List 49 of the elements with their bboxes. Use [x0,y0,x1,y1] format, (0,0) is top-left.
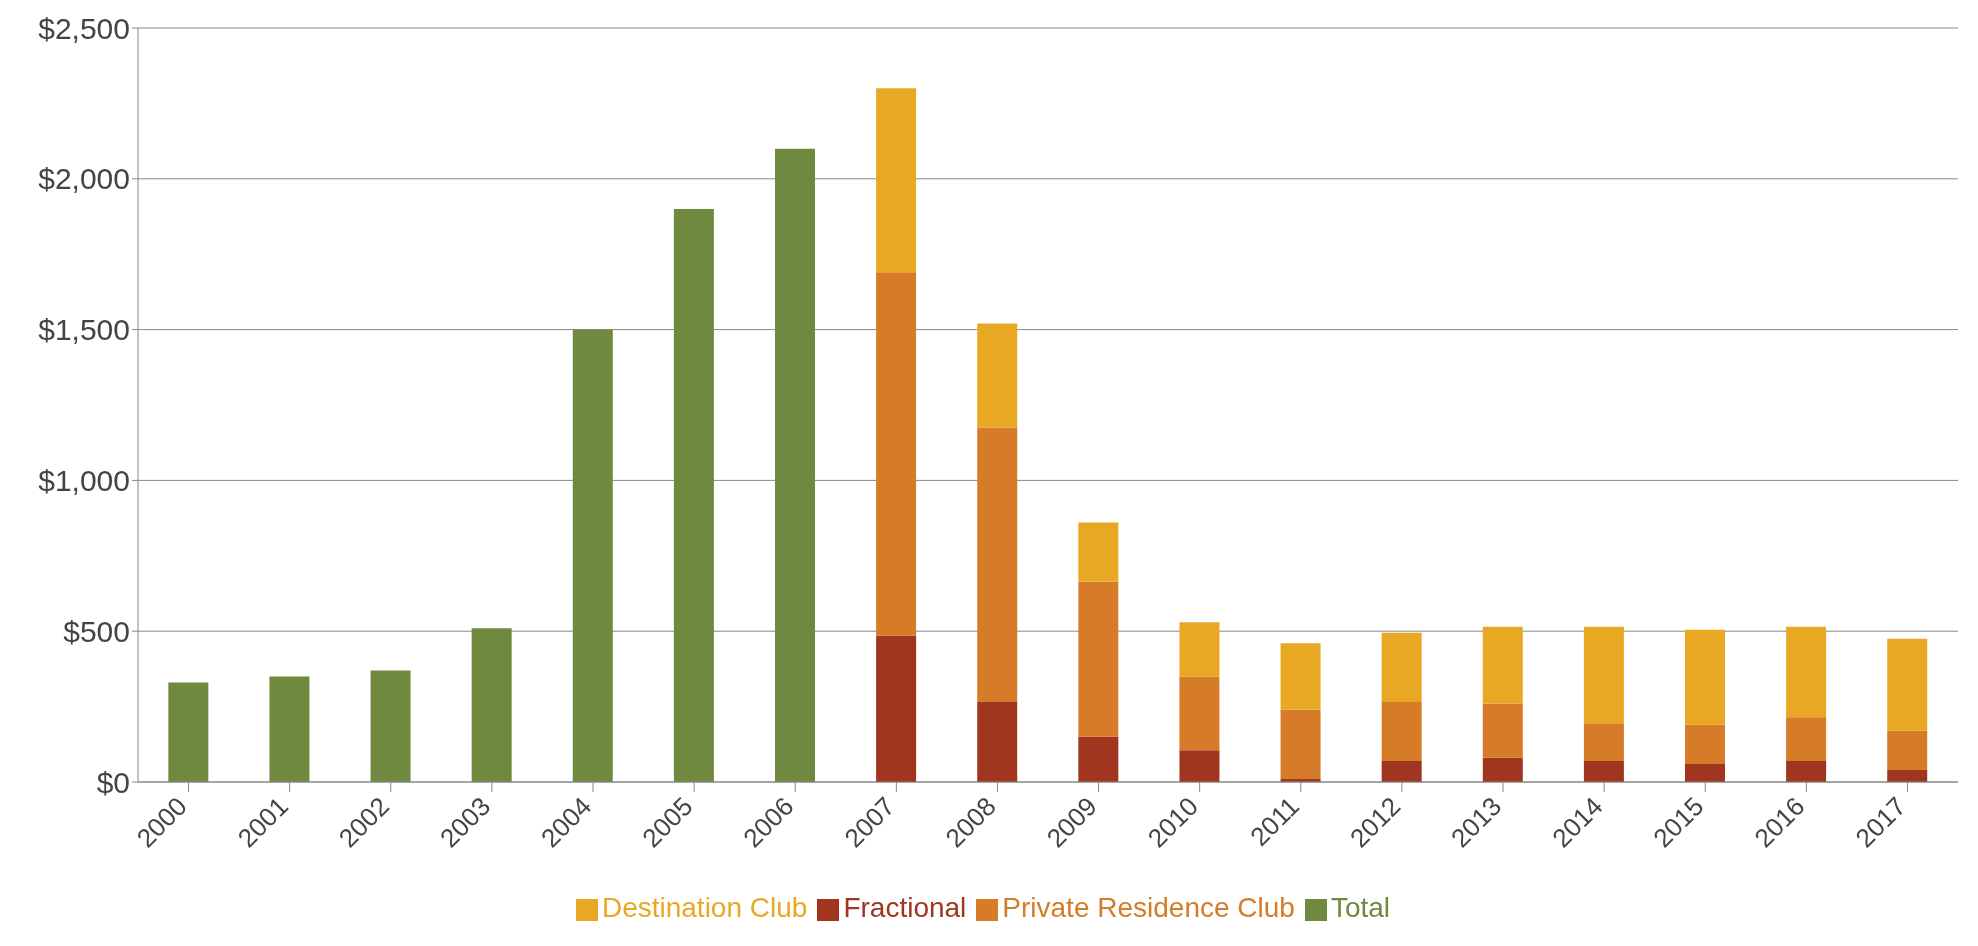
legend-label: Destination Club [601,892,808,923]
bar [471,628,512,782]
bar [1583,760,1624,782]
bar [1078,581,1119,737]
legend-label: Total [1330,892,1391,923]
bar [1078,736,1119,782]
bar [876,272,917,636]
y-tick-label: $2,500 [38,11,130,45]
y-tick-label: $0 [96,765,130,799]
bar [1078,522,1119,582]
bar [977,323,1018,428]
y-tick-label: $500 [63,614,130,648]
bar [1685,763,1725,782]
bar [1786,717,1827,761]
bar [1179,622,1220,677]
bar [1280,643,1321,710]
legend-label: Fractional [843,892,967,923]
y-tick-label: $1,000 [38,464,130,498]
bar [977,427,1018,703]
bar [1786,626,1827,718]
bar [1280,709,1321,779]
bar [1583,723,1624,761]
bar [269,676,310,782]
bar [1887,730,1928,770]
bar [572,329,613,782]
y-tick-label: $2,000 [38,162,130,196]
bar [1482,703,1523,758]
bar [876,635,917,782]
bar [977,702,1018,782]
bar [1887,638,1928,731]
bar [673,208,714,782]
bar [1685,724,1725,764]
bar [1381,632,1422,703]
bar [1179,750,1220,782]
bar [876,88,917,273]
bar [775,148,815,782]
bar [370,670,411,782]
bar [1179,676,1220,751]
bar [168,682,209,782]
bar [1583,626,1624,724]
bar [1381,760,1422,782]
bar [1482,626,1523,704]
legend-label: Private Residence Club [1002,892,1295,923]
bar [1887,769,1928,782]
bar [1685,629,1725,725]
bar [1381,702,1422,761]
bar [1786,760,1827,782]
y-tick-label: $1,500 [38,313,130,347]
bar [1482,757,1523,782]
